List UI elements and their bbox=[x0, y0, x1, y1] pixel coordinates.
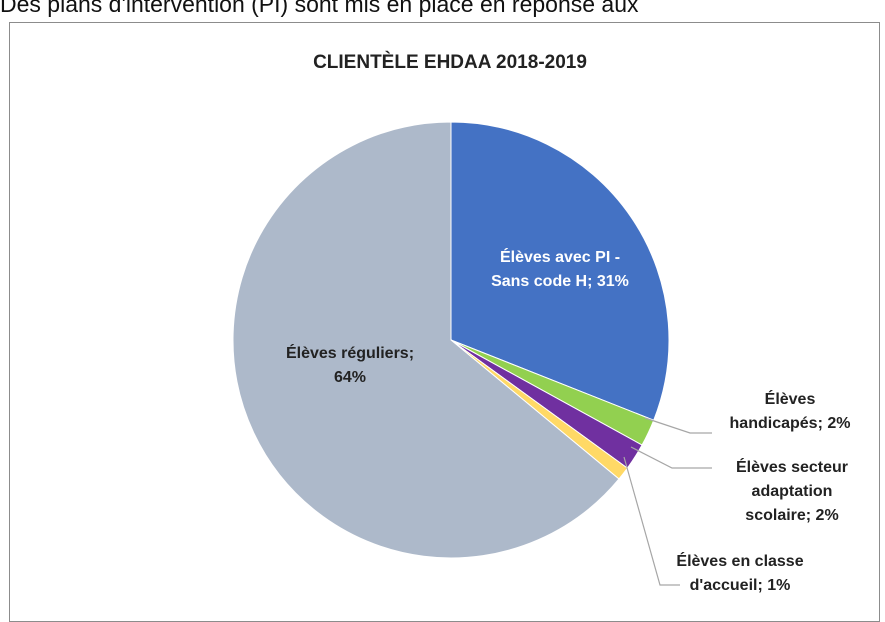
leader-line-3 bbox=[623, 456, 680, 586]
slice-label-0: Élèves avec PI -Sans code H; 31% bbox=[491, 247, 629, 290]
slice-labels: Élèves avec PI -Sans code H; 31% Élèves ha… bbox=[286, 247, 851, 594]
chart-title: CLIENTÈLE EHDAA 2018-2019 bbox=[313, 51, 587, 73]
leader-line-2 bbox=[630, 446, 712, 469]
slice-label-3: Élèves en classe d'accueil; 1% bbox=[676, 551, 803, 594]
background-text: Des plans d'intervention (PI) sont mis e… bbox=[0, 0, 639, 17]
slice-label-2: Élèves secteur adaptation scolaire; 2% bbox=[736, 457, 848, 524]
slice-label-1: Élèves handicapés; 2% bbox=[730, 389, 851, 432]
pie-slice-0 bbox=[450, 121, 670, 421]
pie-slices bbox=[232, 121, 670, 559]
pie-slice-4 bbox=[232, 121, 620, 559]
leader-line-1 bbox=[644, 417, 712, 434]
slice-label-4: Élèves réguliers; 64% bbox=[286, 343, 414, 386]
pie-chart: CLIENTÈLE EHDAA 2018-2019 Élèves avec PI… bbox=[232, 51, 851, 594]
leader-lines bbox=[623, 417, 712, 586]
